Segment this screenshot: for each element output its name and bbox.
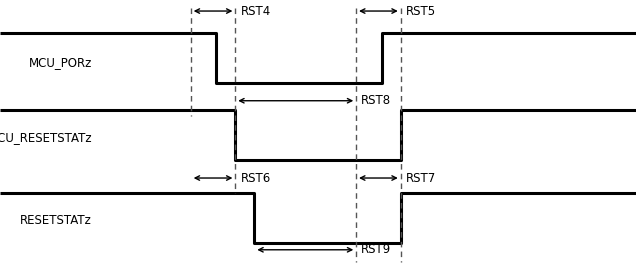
Text: RESETSTATz: RESETSTATz bbox=[20, 214, 92, 227]
Text: RST7: RST7 bbox=[406, 171, 436, 185]
Text: MCU_PORz: MCU_PORz bbox=[29, 55, 92, 69]
Text: RST8: RST8 bbox=[361, 94, 391, 107]
Text: MCU_RESETSTATz: MCU_RESETSTATz bbox=[0, 131, 92, 145]
Text: RST4: RST4 bbox=[240, 4, 271, 18]
Text: RST6: RST6 bbox=[240, 171, 271, 185]
Text: RST5: RST5 bbox=[406, 4, 436, 18]
Text: RST9: RST9 bbox=[361, 243, 392, 256]
